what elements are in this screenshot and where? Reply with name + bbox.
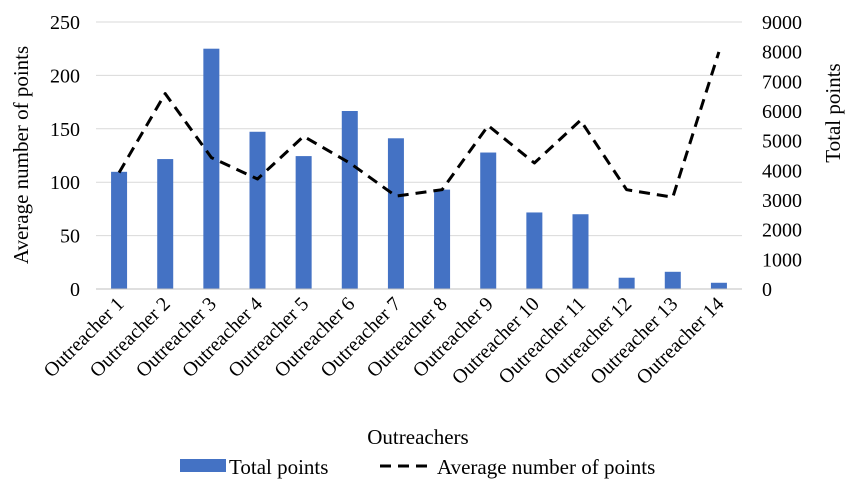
- legend: Total points Average number of points: [180, 455, 655, 479]
- gridlines: [96, 21, 742, 237]
- right-axis-tick-label: 1000: [762, 249, 802, 271]
- legend-label-average-points: Average number of points: [437, 455, 655, 479]
- left-axis-tick-label: 200: [50, 65, 80, 87]
- left-axis-tick-label: 100: [50, 172, 80, 194]
- left-axis-title: Average number of points: [9, 46, 33, 264]
- bar-series-total-points: [111, 48, 727, 290]
- legend-swatch-total-points: [180, 459, 226, 472]
- right-axis-tick-label: 4000: [762, 160, 802, 182]
- bar: [434, 189, 451, 289]
- right-axis-tick-label: 9000: [762, 12, 802, 34]
- bar: [249, 131, 266, 289]
- x-axis-title: Outreachers: [367, 425, 468, 449]
- right-axis-tick-label: 8000: [762, 42, 802, 64]
- right-axis-title: Total points: [821, 63, 845, 162]
- left-axis-tick-label: 150: [50, 119, 80, 141]
- left-axis-tick-label: 50: [60, 226, 80, 248]
- bar: [387, 138, 404, 289]
- left-axis-tick-label: 0: [70, 279, 80, 301]
- bar: [203, 48, 220, 290]
- right-axis-tick-label: 5000: [762, 131, 802, 153]
- bar: [111, 171, 128, 289]
- bar: [664, 271, 681, 289]
- average-points-line: [117, 51, 721, 199]
- bar: [710, 282, 727, 289]
- bar: [341, 111, 358, 289]
- bar: [618, 277, 635, 289]
- right-axis-tick-label: 3000: [762, 190, 802, 212]
- right-axis-tick-label: 0: [762, 279, 772, 301]
- legend-label-total-points: Total points: [229, 455, 328, 479]
- bar: [526, 212, 543, 289]
- left-axis-tick-label: 250: [50, 12, 80, 34]
- right-axis-tick-label: 2000: [762, 220, 802, 242]
- axes: 0 50 100 150 200 250 0 1000 2000 3000 4000 5000 6000…: [40, 12, 802, 389]
- bar: [157, 159, 174, 289]
- bar: [295, 156, 312, 289]
- right-axis-tick-label: 6000: [762, 101, 802, 123]
- bar: [480, 152, 497, 289]
- bar: [572, 214, 589, 289]
- right-axis-tick-label: 7000: [762, 71, 802, 93]
- line-series-average-points: [117, 51, 721, 199]
